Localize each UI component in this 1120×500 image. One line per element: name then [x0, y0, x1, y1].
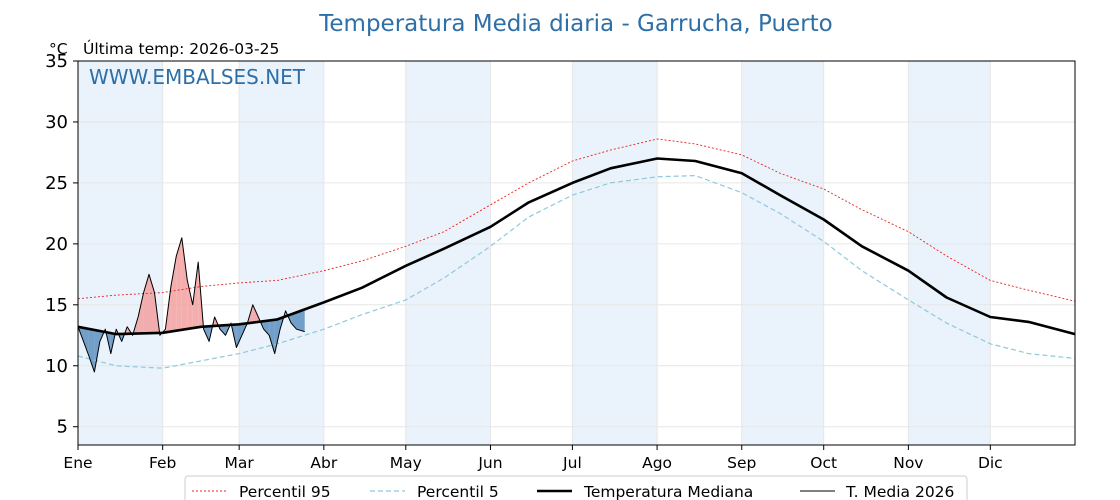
x-tick-label: Ene [63, 454, 92, 472]
series-p95-line [77, 138, 1076, 302]
series-2026-line [77, 237, 305, 373]
series-p5-line [77, 174, 1076, 369]
y-tick-label: 25 [45, 173, 68, 194]
y-tick-label: 30 [45, 112, 68, 133]
x-tick-label: Jul [562, 454, 582, 472]
x-tick-label: Oct [810, 454, 837, 472]
x-tick-label: Feb [149, 454, 176, 472]
anomaly-fill [138, 292, 144, 334]
month-bands [78, 61, 991, 445]
y-tick-label: 5 [57, 417, 68, 438]
unit-label: °C [49, 40, 68, 58]
anomaly-fill [263, 320, 270, 336]
x-tick-label: Mar [225, 454, 255, 472]
anomaly-fill [269, 319, 275, 354]
month-band [908, 61, 991, 445]
anomaly-fill [94, 329, 100, 372]
legend: Percentil 95 Percentil 5 Temperatura Med… [184, 475, 968, 500]
anomaly-fill [252, 304, 259, 323]
anomaly-fill [187, 280, 193, 329]
plot-frame [77, 60, 1076, 446]
anomaly-fill [88, 328, 95, 372]
x-tick-label: Nov [893, 454, 923, 472]
y-tick-label: 15 [45, 295, 68, 316]
y-axis-ticks: 35 5 10 15 20 25 30 [45, 51, 78, 438]
month-band [78, 61, 163, 445]
anomaly-fill [181, 237, 188, 330]
x-tick-label: Ago [642, 454, 672, 472]
y-tick-label: 20 [45, 234, 68, 255]
month-band [572, 61, 658, 445]
anomaly-fill [83, 327, 89, 356]
anomaly-fill [296, 309, 305, 332]
x-tick-label: Jun [477, 454, 502, 472]
x-tick-label: Dic [978, 454, 1003, 472]
anomaly-fill [236, 324, 242, 348]
chart-title: Temperatura Media diaria - Garrucha, Pue… [318, 11, 832, 37]
x-axis-ticks: Ene Feb Mar Abr May Jun Jul Ago Sep Oct Nov Dic [63, 445, 1003, 472]
legend-box [184, 475, 968, 500]
anomaly-fill [291, 312, 297, 330]
x-tick-label: May [390, 454, 422, 472]
month-band [741, 61, 824, 445]
series-lines [77, 138, 1076, 373]
y-tick-label: 35 [45, 51, 68, 72]
legend-label-p5: Percentil 5 [417, 483, 499, 500]
x-tick-label: Sep [727, 454, 756, 472]
x-tick-label: Abr [310, 454, 337, 472]
series-median-line [77, 157, 1076, 336]
legend-label-current: T. Media 2026 [845, 483, 954, 500]
watermark: WWW.EMBALSES.NET [89, 65, 306, 89]
month-band [405, 61, 491, 445]
legend-label-p95: Percentil 95 [239, 483, 331, 500]
anomaly-fill [170, 256, 177, 332]
last-temp-label: Última temp: 2026-03-25 [83, 39, 279, 58]
anomaly-fill [274, 318, 281, 354]
grid-lines [77, 61, 1075, 445]
legend-label-median: Temperatura Mediana [583, 483, 753, 500]
anomaly-fill [176, 237, 182, 331]
y-tick-label: 10 [45, 356, 68, 377]
anomaly-fill [220, 325, 226, 336]
anomaly-fill [192, 262, 199, 329]
month-band [239, 61, 324, 445]
